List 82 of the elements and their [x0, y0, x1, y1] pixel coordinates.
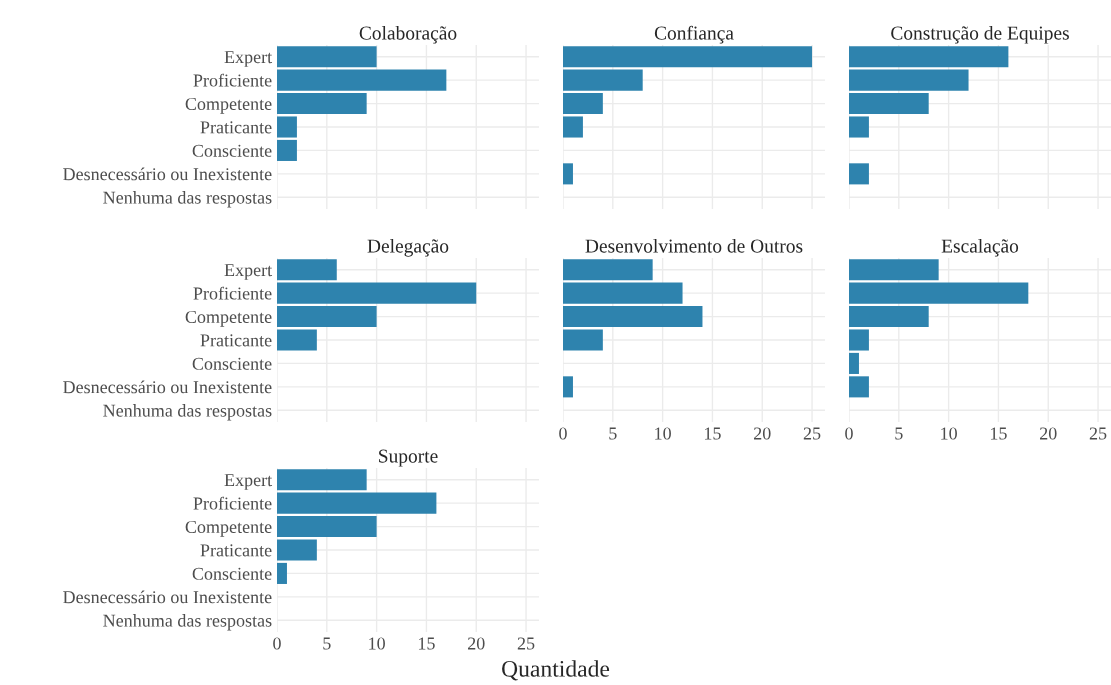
y-tick-label: Competente: [185, 97, 272, 114]
y-tick-label: Consciente: [192, 357, 272, 370]
bar: [277, 562, 287, 584]
x-tick-label: 5: [895, 427, 903, 440]
x-tick-label: 25: [1089, 427, 1107, 440]
y-tick-label: Consciente: [192, 144, 272, 157]
bar: [277, 259, 337, 281]
bar: [277, 306, 377, 328]
bar: [563, 306, 703, 328]
x-tick-label: 25: [803, 427, 821, 440]
x-tick-label: 10: [941, 427, 957, 440]
bar: [849, 93, 929, 115]
bar: [277, 93, 367, 115]
bar: [849, 163, 869, 185]
y-tick-label: Nenhuma das respostas: [103, 404, 272, 421]
bar: [563, 329, 603, 351]
y-tick-label: Expert: [224, 474, 273, 490]
x-tick-label: 20: [468, 637, 485, 650]
bar: [277, 516, 377, 538]
x-tick-label: 15: [704, 427, 721, 440]
chart-title: Escalação: [941, 238, 1019, 257]
y-tick-label: Consciente: [192, 567, 272, 580]
bar: [563, 93, 603, 115]
y-tick-label: Proficiente: [193, 73, 272, 87]
bar: [277, 539, 317, 561]
bar: [849, 69, 969, 91]
bar: [849, 46, 1009, 68]
chart-title: Colaboração: [359, 25, 457, 44]
bar: [849, 352, 859, 374]
y-tick-label: Nenhuma das respostas: [103, 191, 272, 208]
chart-title: Confiança: [654, 25, 734, 44]
bar: [277, 329, 317, 351]
bar: [563, 259, 653, 281]
x-tick-label: 10: [369, 637, 385, 650]
bar: [563, 282, 683, 304]
y-tick-label: Desnecessário ou Inexistente: [63, 590, 272, 604]
x-tick-label: 15: [990, 427, 1007, 440]
y-tick-label: Desnecessário ou Inexistente: [63, 167, 272, 181]
x-tick-label: 20: [1040, 427, 1057, 440]
bar: [277, 139, 297, 161]
x-tick-label: 15: [418, 637, 435, 650]
y-tick-label: Praticante: [200, 334, 272, 347]
x-axis-title: Quantidade: [502, 660, 610, 681]
bar: [849, 282, 1029, 304]
y-tick-label: Proficiente: [193, 496, 272, 510]
x-tick-label: 5: [609, 427, 617, 440]
bar: [563, 116, 583, 138]
y-tick-label: Competente: [185, 520, 272, 537]
x-tick-label: 25: [517, 637, 535, 650]
bar: [849, 329, 869, 351]
x-tick-label: 5: [323, 637, 331, 650]
bar: [277, 116, 297, 138]
bar: [563, 376, 573, 398]
x-tick-label: 20: [754, 427, 771, 440]
x-tick-label: 0: [559, 427, 567, 440]
chart-title: Delegação: [367, 238, 449, 257]
bar: [849, 376, 869, 398]
y-tick-label: Nenhuma das respostas: [103, 614, 272, 631]
bar: [277, 469, 367, 491]
y-tick-label: Proficiente: [193, 286, 272, 300]
chart-title: Construção de Equipes: [891, 25, 1069, 44]
bar: [277, 46, 377, 68]
bar: [849, 306, 929, 328]
x-tick-label: 0: [273, 637, 281, 650]
y-tick-label: Praticante: [200, 121, 272, 134]
x-tick-label: 0: [845, 427, 853, 440]
bar: [849, 259, 939, 281]
bar: [277, 282, 477, 304]
x-tick-label: 10: [655, 427, 671, 440]
y-tick-label: Praticante: [200, 544, 272, 557]
bar: [277, 69, 447, 91]
chart-title: Suporte: [379, 449, 438, 467]
bar: [563, 46, 813, 68]
y-tick-label: Expert: [224, 264, 273, 280]
y-tick-label: Competente: [185, 310, 272, 327]
chart-title: Desenvolvimento de Outros: [585, 238, 803, 253]
y-tick-label: Expert: [224, 51, 273, 67]
bar: [563, 69, 643, 91]
bar: [849, 116, 869, 138]
bar: [277, 492, 437, 514]
y-tick-label: Desnecessário ou Inexistente: [63, 380, 272, 394]
bar: [563, 163, 573, 185]
